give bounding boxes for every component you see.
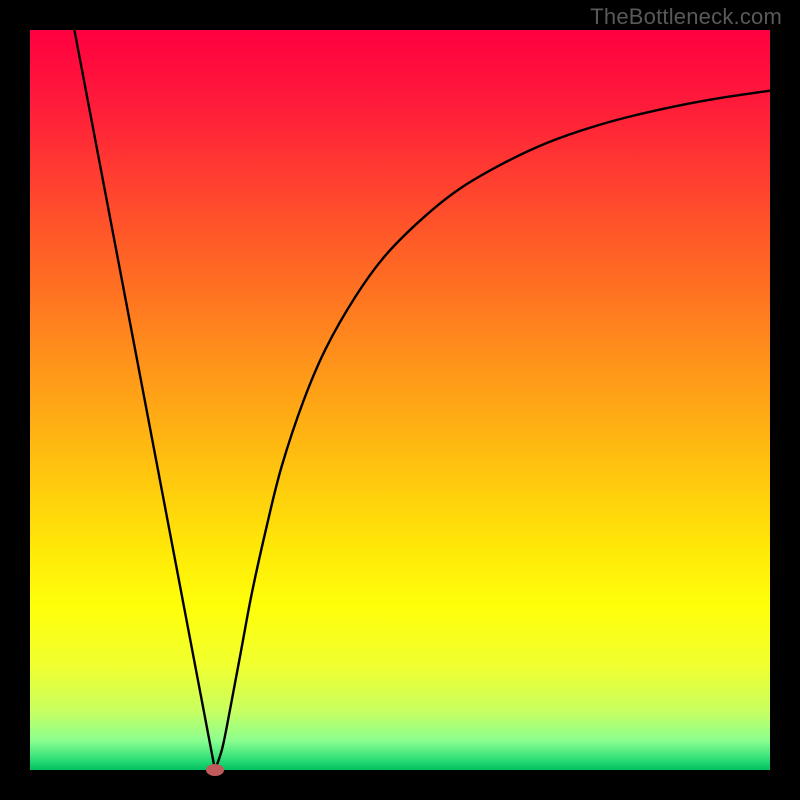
plot-background <box>30 30 770 770</box>
optimum-marker <box>206 764 224 776</box>
bottleneck-chart <box>30 30 770 770</box>
chart-frame: TheBottleneck.com <box>0 0 800 800</box>
watermark: TheBottleneck.com <box>590 4 782 30</box>
